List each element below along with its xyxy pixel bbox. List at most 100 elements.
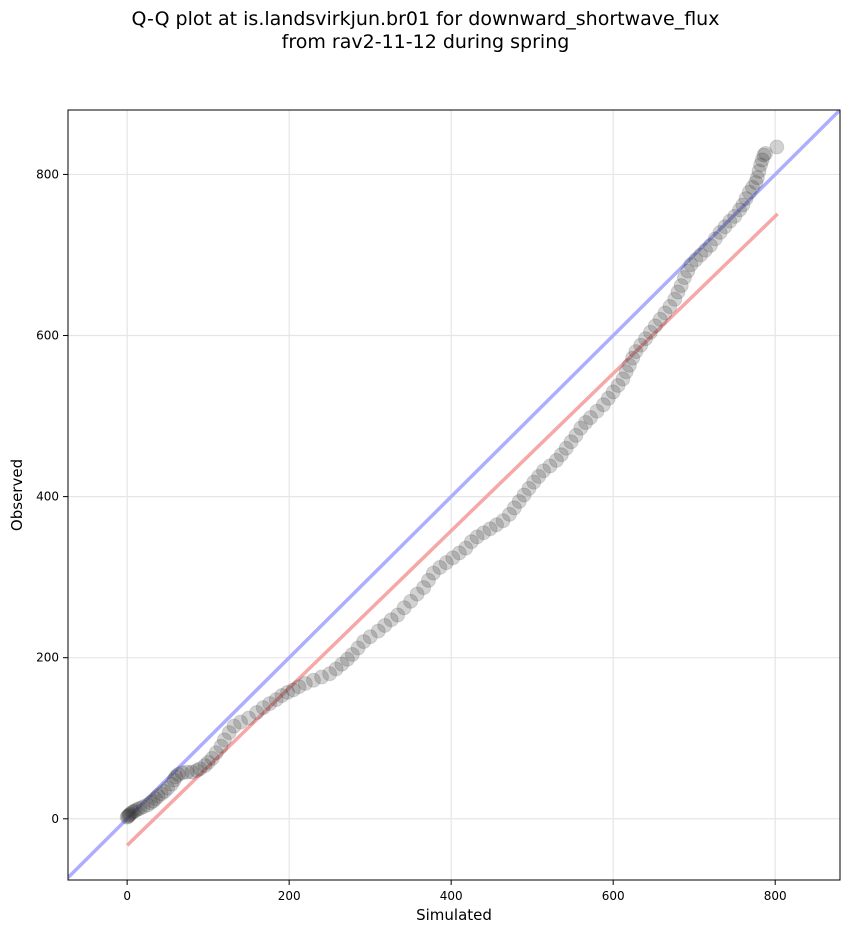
- qq-point: [249, 704, 265, 720]
- qq-point: [582, 410, 598, 426]
- qq-point: [610, 377, 626, 393]
- qq-point: [628, 344, 644, 360]
- y-tick-label: 600: [36, 329, 59, 343]
- qq-point: [370, 623, 386, 639]
- qq-point: [160, 780, 176, 796]
- qq-point: [625, 350, 641, 366]
- qq-point: [578, 415, 594, 431]
- qq-point: [280, 684, 296, 700]
- qq-point: [438, 555, 454, 571]
- qq-point: [451, 545, 467, 561]
- qq-point: [170, 766, 186, 782]
- qq-point: [156, 783, 172, 799]
- qq-point: [139, 797, 155, 813]
- qq-point: [531, 468, 547, 484]
- qq-point: [748, 174, 764, 190]
- qq-point: [722, 213, 738, 229]
- qq-point: [688, 252, 704, 268]
- qq-point: [573, 420, 589, 436]
- qq-point: [735, 197, 751, 213]
- qq-point: [396, 600, 412, 616]
- qq-point: [753, 157, 769, 173]
- qq-point: [262, 696, 278, 712]
- qq-point: [633, 337, 649, 353]
- qq-point: [741, 184, 757, 200]
- qq-point: [150, 788, 166, 804]
- qq-point: [676, 270, 692, 286]
- qq-point: [698, 242, 714, 258]
- qq-point: [221, 725, 237, 741]
- qq-point: [717, 219, 733, 235]
- qq-point: [268, 692, 284, 708]
- qq-point: [495, 513, 511, 529]
- qq-point: [432, 559, 448, 575]
- qq-point: [119, 809, 135, 825]
- qq-point: [745, 179, 761, 195]
- qq-point: [255, 700, 271, 716]
- qq-point: [226, 718, 242, 734]
- qq-point: [166, 772, 182, 788]
- qq-point: [732, 202, 748, 218]
- qq-point: [463, 534, 479, 550]
- qq-point: [305, 672, 321, 688]
- x-tick-label: 600: [602, 889, 625, 903]
- qq-point: [285, 682, 301, 698]
- qq-point: [568, 427, 584, 443]
- x-tick-label: 400: [440, 889, 463, 903]
- qq-point: [458, 540, 474, 556]
- qq-point: [153, 786, 169, 802]
- qq-point: [673, 278, 689, 294]
- qq-point: [350, 640, 366, 656]
- qq-point: [403, 593, 419, 609]
- qq-point: [707, 231, 723, 247]
- qq-point: [526, 474, 542, 490]
- qq-point: [749, 170, 765, 186]
- qq-point: [132, 800, 148, 816]
- axis-ticks: 0 200 400 600 800 0 200 400 600 800: [36, 167, 787, 903]
- x-tick-label: 800: [764, 889, 787, 903]
- qq-point: [667, 291, 683, 307]
- qq-point: [683, 257, 699, 273]
- qq-point: [122, 806, 138, 822]
- qq-point: [291, 679, 307, 695]
- qq-point: [147, 791, 163, 807]
- qq-point: [558, 440, 574, 456]
- y-tick-label: 200: [36, 651, 59, 665]
- x-tick-label: 200: [278, 889, 301, 903]
- qq-point: [589, 403, 605, 419]
- qq-point: [769, 139, 785, 155]
- qq-point: [712, 224, 728, 240]
- qq-point: [618, 364, 634, 380]
- qq-point: [738, 191, 754, 207]
- qq-point: [200, 754, 216, 770]
- qq-point: [124, 804, 140, 820]
- qq-point: [216, 732, 232, 748]
- qq-point: [120, 808, 136, 824]
- qq-point: [751, 163, 767, 179]
- grid: [68, 110, 840, 880]
- y-tick-label: 400: [36, 490, 59, 504]
- qq-point: [377, 617, 393, 633]
- qq-point: [662, 299, 678, 315]
- qq-point: [356, 634, 372, 650]
- qq-point: [390, 607, 406, 623]
- qq-point: [334, 656, 350, 672]
- qq-point: [145, 793, 161, 809]
- qq-point: [127, 803, 143, 819]
- qq-point: [595, 397, 611, 413]
- chart-title-line-2: from rav2-11-12 during spring: [281, 31, 570, 53]
- qq-point: [642, 324, 658, 340]
- y-axis-label: Observed: [8, 459, 26, 531]
- qq-point: [756, 147, 772, 163]
- qq-point: [126, 804, 142, 820]
- qq-point: [204, 750, 220, 766]
- qq-point: [553, 447, 569, 463]
- qq-point: [506, 500, 522, 516]
- qq-point: [476, 525, 492, 541]
- qq-point: [420, 572, 436, 588]
- qq-point: [121, 808, 137, 824]
- qq-point: [757, 145, 773, 161]
- qq-point: [130, 801, 146, 817]
